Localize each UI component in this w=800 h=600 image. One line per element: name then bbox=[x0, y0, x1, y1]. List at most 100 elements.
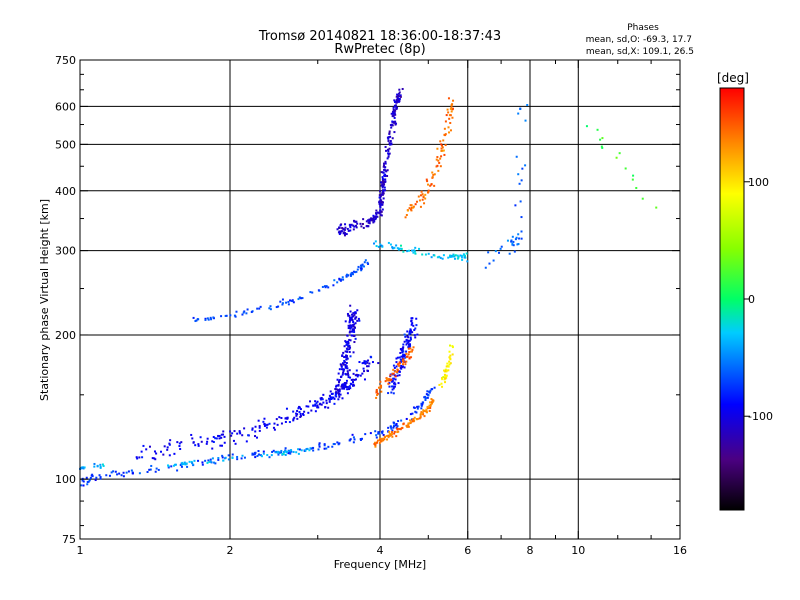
echo-point bbox=[389, 378, 392, 381]
echo-point bbox=[414, 203, 417, 206]
echo-point bbox=[387, 155, 390, 158]
echo-point bbox=[345, 365, 348, 368]
echo-point bbox=[410, 209, 413, 212]
echo-point bbox=[229, 314, 232, 317]
echo-point bbox=[91, 475, 94, 478]
x-tick-label: 1 bbox=[77, 544, 84, 557]
echo-point bbox=[178, 442, 181, 445]
echo-point bbox=[498, 251, 501, 254]
echo-point bbox=[349, 376, 352, 379]
echo-point bbox=[374, 445, 377, 448]
echo-point bbox=[217, 434, 220, 437]
echo-point bbox=[360, 269, 363, 272]
echo-point bbox=[311, 446, 314, 449]
echo-point bbox=[431, 388, 434, 391]
echo-point bbox=[439, 140, 442, 143]
echo-point bbox=[259, 305, 262, 308]
echo-point bbox=[517, 173, 520, 176]
echo-point bbox=[365, 225, 368, 228]
echo-point bbox=[381, 184, 384, 187]
echo-point bbox=[368, 218, 371, 221]
echo-point bbox=[422, 413, 425, 416]
echo-point bbox=[338, 395, 341, 398]
echo-point bbox=[339, 279, 342, 282]
echo-point bbox=[356, 309, 359, 312]
echo-point bbox=[312, 449, 315, 452]
echo-point bbox=[377, 431, 380, 434]
echo-point bbox=[380, 199, 383, 202]
echo-point bbox=[394, 113, 397, 116]
echo-point bbox=[511, 242, 514, 245]
echo-point bbox=[363, 361, 366, 364]
echo-point bbox=[191, 437, 194, 440]
echo-point bbox=[395, 435, 398, 438]
echo-point bbox=[337, 231, 340, 234]
echo-point bbox=[125, 471, 128, 474]
echo-point bbox=[448, 131, 451, 134]
echo-point bbox=[204, 459, 207, 462]
echo-point bbox=[431, 400, 434, 403]
echo-point bbox=[209, 458, 212, 461]
echo-point bbox=[392, 368, 395, 371]
echo-point bbox=[463, 254, 466, 257]
echo-point bbox=[398, 91, 401, 94]
echo-point bbox=[435, 158, 438, 161]
x-tick-label: 8 bbox=[527, 544, 534, 557]
echo-point bbox=[366, 365, 369, 368]
echo-point bbox=[331, 397, 334, 400]
echo-point bbox=[408, 419, 411, 422]
echo-point bbox=[238, 430, 241, 433]
echo-point bbox=[278, 416, 281, 419]
echo-point bbox=[343, 387, 346, 390]
echo-point bbox=[206, 461, 209, 464]
echo-point bbox=[342, 386, 345, 389]
echo-point bbox=[334, 394, 337, 397]
echo-point bbox=[91, 473, 94, 476]
echo-point bbox=[447, 111, 450, 114]
echo-point bbox=[407, 340, 410, 343]
echo-point bbox=[436, 147, 439, 150]
echo-point bbox=[318, 442, 321, 445]
echo-point bbox=[196, 318, 199, 321]
echo-point bbox=[424, 197, 427, 200]
echo-point bbox=[431, 171, 434, 174]
echo-point bbox=[343, 231, 346, 234]
echo-point bbox=[346, 388, 349, 391]
echo-point bbox=[297, 448, 300, 451]
echo-point bbox=[338, 379, 341, 382]
echo-point bbox=[101, 463, 104, 466]
echo-point bbox=[256, 307, 259, 310]
echo-point bbox=[383, 178, 386, 181]
echo-point bbox=[357, 317, 360, 320]
echo-point bbox=[153, 457, 156, 460]
echo-point bbox=[440, 155, 443, 158]
echo-point bbox=[356, 375, 359, 378]
echo-point bbox=[432, 173, 435, 176]
echo-point bbox=[380, 201, 383, 204]
echo-point bbox=[395, 106, 398, 109]
echo-point bbox=[433, 254, 436, 257]
echo-point bbox=[337, 392, 340, 395]
echo-point bbox=[404, 335, 407, 338]
echo-point bbox=[371, 219, 374, 222]
echo-point bbox=[254, 435, 257, 438]
echo-point bbox=[438, 255, 441, 258]
echo-point bbox=[172, 464, 175, 467]
echo-point bbox=[382, 164, 385, 167]
echo-point bbox=[346, 350, 349, 353]
echo-point bbox=[425, 408, 428, 411]
echo-point bbox=[318, 289, 321, 292]
echo-point bbox=[405, 424, 408, 427]
echo-point bbox=[99, 466, 102, 469]
echo-point bbox=[380, 214, 383, 217]
echo-point bbox=[168, 443, 171, 446]
echo-point bbox=[102, 464, 105, 467]
echo-point bbox=[316, 400, 319, 403]
echo-point bbox=[347, 374, 350, 377]
echo-point bbox=[414, 252, 417, 255]
echo-point bbox=[221, 454, 224, 457]
echo-point bbox=[391, 385, 394, 388]
echo-point bbox=[377, 362, 380, 365]
echo-point bbox=[406, 250, 409, 253]
echo-point bbox=[452, 254, 455, 257]
